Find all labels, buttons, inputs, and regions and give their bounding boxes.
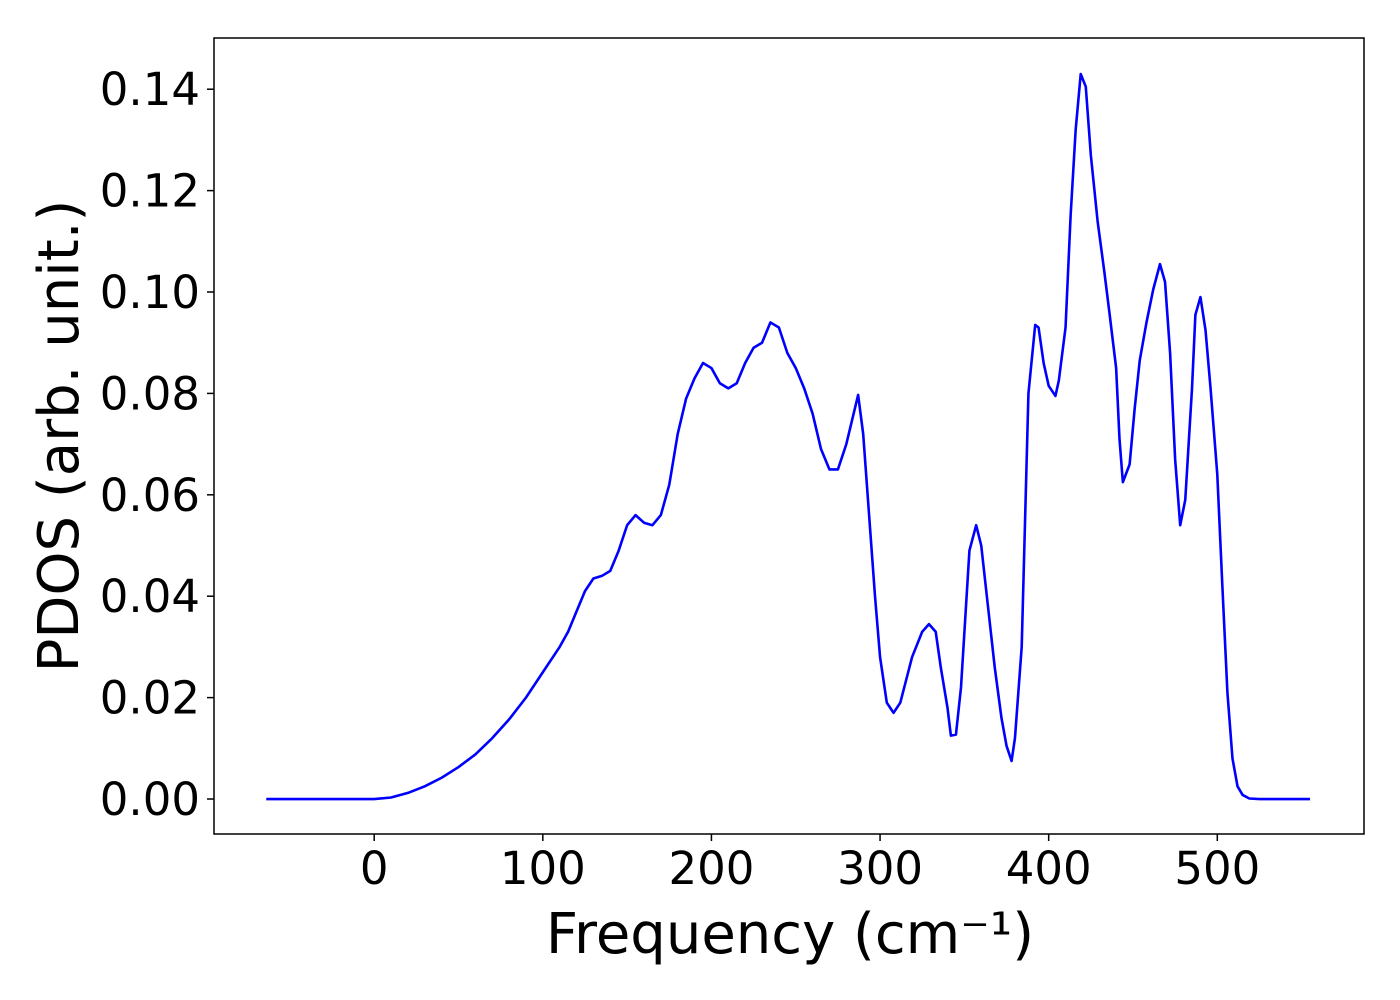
plot-frame bbox=[213, 37, 1365, 835]
x-tick-label: 100 bbox=[500, 842, 586, 895]
y-axis-label: PDOS (arb. unit.) bbox=[27, 200, 92, 673]
y-tick-label: 0.14 bbox=[100, 63, 200, 116]
x-tick-label: 500 bbox=[1174, 842, 1260, 895]
y-tick-label: 0.02 bbox=[100, 672, 200, 725]
y-tick-label: 0.10 bbox=[100, 266, 200, 319]
x-tick-label: 300 bbox=[837, 842, 923, 895]
y-tick-label: 0.00 bbox=[100, 773, 200, 826]
y-tick-label: 0.08 bbox=[100, 367, 200, 420]
data-line bbox=[266, 72, 1311, 801]
y-tick-label: 0.04 bbox=[100, 570, 200, 623]
y-tick-label: 0.12 bbox=[100, 165, 200, 218]
x-tick-label: 400 bbox=[1006, 842, 1092, 895]
y-tick-label: 0.06 bbox=[100, 469, 200, 522]
x-tick-label: 200 bbox=[668, 842, 754, 895]
x-axis-label: Frequency (cm⁻¹) bbox=[546, 902, 1034, 967]
x-tick-label: 0 bbox=[360, 842, 389, 895]
